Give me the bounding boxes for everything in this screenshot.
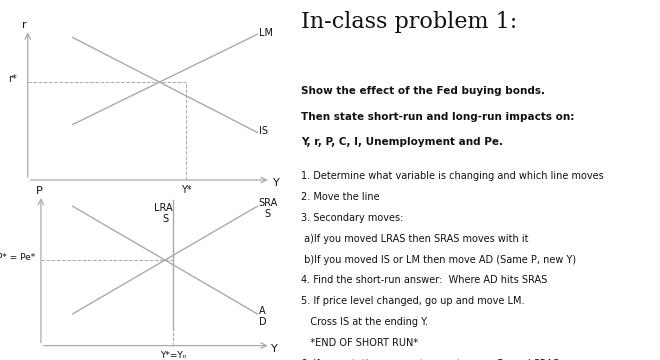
Text: Show the effect of the Fed buying bonds.: Show the effect of the Fed buying bonds. <box>302 86 545 96</box>
Text: r: r <box>22 20 27 30</box>
Text: Y: Y <box>273 178 280 188</box>
Text: A: A <box>259 306 265 316</box>
Text: 4. Find the short-run answer:  Where AD hits SRAS: 4. Find the short-run answer: Where AD h… <box>302 275 548 285</box>
Text: LRA: LRA <box>154 203 173 213</box>
Text: Y*: Y* <box>181 185 191 195</box>
Text: r*: r* <box>9 74 17 84</box>
Text: D: D <box>259 317 267 327</box>
Text: Y*=Yₙ: Y*=Yₙ <box>160 351 186 360</box>
Text: In-class problem 1:: In-class problem 1: <box>302 11 517 33</box>
Text: 5. If price level changed, go up and move LM.: 5. If price level changed, go up and mov… <box>302 296 525 306</box>
Text: 3. Secondary moves:: 3. Secondary moves: <box>302 213 404 223</box>
Text: S: S <box>264 209 270 219</box>
Text: *END OF SHORT RUN*: *END OF SHORT RUN* <box>302 338 418 348</box>
Text: b)If you moved IS or LM then move AD (Same P, new Y): b)If you moved IS or LM then move AD (Sa… <box>302 255 577 265</box>
Text: Y: Y <box>271 344 277 354</box>
Text: Then state short-run and long-run impacts on:: Then state short-run and long-run impact… <box>302 112 575 122</box>
Text: S: S <box>162 214 168 224</box>
Text: P: P <box>36 185 42 195</box>
Text: LM: LM <box>259 28 273 38</box>
Text: Cross IS at the ending Y.: Cross IS at the ending Y. <box>302 317 428 327</box>
Text: SRA: SRA <box>259 198 278 208</box>
Text: 2. Move the line: 2. Move the line <box>302 192 380 202</box>
Text: IS: IS <box>259 126 268 136</box>
Text: 6. If expectations are not correct, move Pe and SRAS: 6. If expectations are not correct, move… <box>302 359 560 360</box>
Text: P* = Pe*: P* = Pe* <box>0 253 36 262</box>
Text: a)If you moved LRAS then SRAS moves with it: a)If you moved LRAS then SRAS moves with… <box>302 234 529 244</box>
Text: 1. Determine what variable is changing and which line moves: 1. Determine what variable is changing a… <box>302 171 605 181</box>
Text: Y, r, P, C, I, Unemployment and Pe.: Y, r, P, C, I, Unemployment and Pe. <box>302 137 504 147</box>
